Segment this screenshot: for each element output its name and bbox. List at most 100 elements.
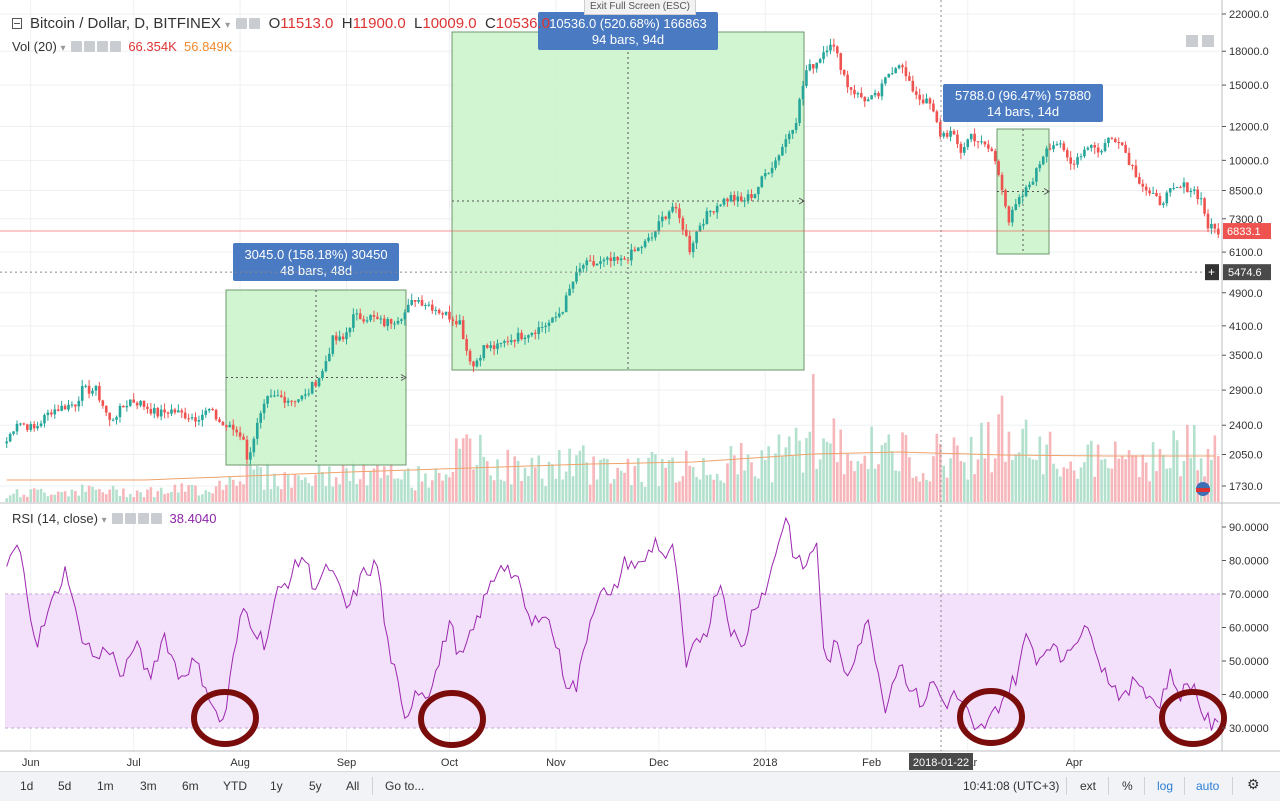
volume-bar: [1134, 455, 1138, 502]
plus-icon[interactable]: [97, 41, 109, 52]
chevron-down-icon[interactable]: ▾: [60, 43, 66, 54]
volume-bar: [791, 456, 794, 502]
measurement-arrow: [1043, 188, 1050, 195]
candle-body: [595, 263, 599, 266]
candle-body: [733, 194, 736, 201]
volume-bar: [1120, 455, 1124, 502]
volume-bar: [19, 497, 22, 502]
candle-body: [890, 73, 894, 75]
plus-icon[interactable]: [138, 513, 150, 524]
auto-scale-toggle[interactable]: auto: [1196, 779, 1220, 793]
goto-date-button[interactable]: Go to...: [385, 779, 425, 793]
volume-bar: [369, 471, 372, 502]
volume-bar: [1103, 458, 1107, 502]
gear-icon[interactable]: [125, 513, 137, 524]
eye-icon[interactable]: [236, 18, 248, 29]
volume-bar: [1041, 474, 1045, 502]
volume-bar: [8, 495, 12, 502]
volume-bar: [551, 464, 554, 502]
candle-body: [1086, 147, 1090, 150]
range-1y-button[interactable]: 1y: [270, 779, 283, 793]
candle-body: [108, 412, 111, 420]
candle-body: [465, 339, 468, 351]
candle-body: [283, 396, 287, 403]
candle-body: [314, 382, 317, 386]
range-all-button[interactable]: All: [346, 779, 360, 793]
chevron-down-icon[interactable]: ▾: [101, 515, 107, 526]
candle-body: [609, 257, 613, 262]
range-ytd-button[interactable]: YTD: [223, 779, 247, 793]
range-6m-button[interactable]: 6m: [182, 779, 199, 793]
candle-body: [1045, 148, 1048, 157]
candle-body: [980, 141, 983, 143]
range-3m-button[interactable]: 3m: [140, 779, 157, 793]
rsi-oversold-circles: [191, 688, 1227, 748]
settings-gear-icon[interactable]: ⚙: [1247, 776, 1260, 792]
symbol-title[interactable]: Bitcoin / Dollar, D, BITFINEX: [30, 15, 221, 32]
candle-body: [36, 426, 39, 429]
volume-bar: [207, 491, 211, 502]
candle-body: [355, 313, 359, 315]
volume-bar: [225, 484, 228, 502]
volume-bar: [860, 463, 863, 502]
volume-bar: [973, 474, 976, 502]
candle-body: [201, 414, 204, 421]
chevron-down-icon[interactable]: ▾: [225, 20, 231, 31]
range-5d-button[interactable]: 5d: [58, 779, 72, 793]
candle-body: [935, 111, 939, 123]
gear-icon[interactable]: [84, 41, 96, 52]
volume-bar: [805, 438, 808, 502]
gear-icon[interactable]: [249, 18, 261, 29]
volume-bar: [612, 479, 616, 502]
candle-body: [146, 406, 149, 409]
range-1d-button[interactable]: 1d: [20, 779, 34, 793]
volume-bar: [63, 491, 67, 502]
percent-scale-toggle[interactable]: %: [1122, 779, 1133, 793]
ext-hours-toggle[interactable]: ext: [1080, 779, 1097, 793]
log-scale-toggle[interactable]: log: [1157, 779, 1174, 793]
volume-bar: [1028, 457, 1031, 502]
pin-icon: [1186, 35, 1198, 47]
rsi-label[interactable]: RSI (14, close): [12, 511, 98, 526]
candle-body: [904, 67, 908, 77]
volume-bar: [547, 461, 551, 502]
candle-body: [757, 186, 760, 195]
candle-body: [348, 327, 352, 333]
volume-bar: [1192, 425, 1196, 502]
price-tick-label: 1730.0: [1229, 481, 1263, 493]
eye-icon[interactable]: [112, 513, 124, 524]
exit-fullscreen-button[interactable]: Exit Full Screen (ESC): [584, 0, 696, 15]
volume-label[interactable]: Vol (20): [12, 39, 57, 54]
candle-body: [352, 314, 355, 328]
candle-body: [8, 433, 12, 442]
symbol-legend: Bitcoin / Dollar, D, BITFINEX ▾ O11513.0…: [30, 15, 550, 32]
volume-moving-average: [6, 451, 1215, 481]
eye-icon[interactable]: [71, 41, 83, 52]
range-1m-button[interactable]: 1m: [97, 779, 114, 793]
candle-body: [822, 52, 825, 60]
candle-body: [702, 224, 705, 226]
volume-bar: [750, 462, 753, 502]
volume-bar: [564, 471, 568, 502]
volume-bar: [259, 467, 263, 502]
candle-body: [599, 261, 602, 264]
volume-bar: [1059, 476, 1062, 502]
range-5y-button[interactable]: 5y: [309, 779, 322, 793]
volume-bar: [1213, 435, 1217, 502]
price-candles: [5, 38, 1220, 465]
volume-ma-line: [6, 451, 1215, 481]
volume-bar: [777, 434, 781, 502]
volume-bar: [554, 478, 558, 502]
menu-icon[interactable]: [12, 18, 22, 29]
close-icon[interactable]: [110, 41, 122, 52]
candle-body: [461, 320, 465, 340]
candle-body: [70, 404, 74, 406]
volume-bar: [293, 474, 297, 502]
time-tick-label: Dec: [649, 757, 669, 769]
candle-body: [1175, 187, 1179, 189]
volume-bar: [238, 481, 242, 502]
candle-body: [616, 256, 619, 261]
candle-body: [379, 318, 383, 320]
close-icon[interactable]: [151, 513, 163, 524]
